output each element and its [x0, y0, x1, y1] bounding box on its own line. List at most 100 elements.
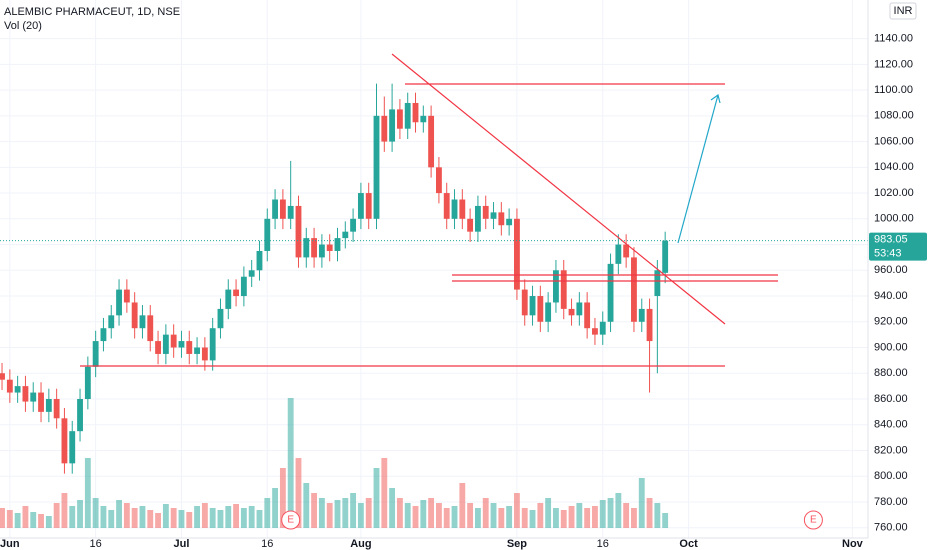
candle-body	[381, 115, 388, 142]
candle-body	[459, 199, 466, 219]
y-tick-label: 780.00	[874, 496, 908, 508]
candle-body	[240, 276, 247, 297]
volume-bar	[498, 508, 505, 528]
drawings	[80, 53, 778, 367]
volume-bar	[53, 503, 60, 528]
volume-bar	[201, 503, 208, 528]
volume-bar	[123, 503, 130, 528]
volume-bar	[84, 458, 91, 528]
candle-body	[186, 341, 193, 354]
volume-bar	[514, 493, 520, 528]
volume-bar	[30, 512, 37, 528]
candle-body	[22, 386, 29, 402]
volume-bar	[654, 503, 661, 528]
volume-bar	[131, 508, 138, 528]
candle-body	[209, 328, 216, 361]
candle-body	[342, 231, 349, 239]
candle-body	[256, 250, 263, 271]
volume-bar	[482, 498, 489, 528]
candle-body	[295, 205, 302, 258]
volume-bar	[139, 506, 146, 528]
volume-bar	[45, 516, 52, 528]
y-tick-label: 800.00	[874, 470, 908, 482]
subtitle: Vol (20)	[4, 20, 42, 32]
volume-bar	[162, 504, 169, 528]
volume-bar	[584, 508, 591, 528]
x-tick-label: Jun	[0, 538, 20, 550]
volume-bar	[248, 506, 255, 528]
last-price-box	[869, 232, 927, 261]
currency-button[interactable]	[889, 2, 917, 20]
candle-body	[217, 308, 224, 329]
currency[interactable]: INR	[894, 5, 913, 17]
candle-body	[638, 308, 645, 322]
candle-body	[560, 270, 567, 309]
candle-body	[162, 334, 169, 354]
y-tick-label: 900.00	[874, 341, 908, 353]
candle-body	[334, 238, 341, 251]
volume-bar	[303, 483, 310, 528]
volume-bar	[435, 503, 442, 528]
volume-bar	[381, 458, 388, 528]
x-tick-label: Jul	[174, 538, 190, 550]
volume-bar	[631, 508, 637, 528]
volume-bar	[61, 493, 68, 528]
candle-body	[170, 334, 177, 348]
candle-body	[568, 308, 575, 316]
candle-body	[646, 308, 653, 342]
candle-body	[576, 302, 583, 316]
candle-body	[599, 321, 606, 335]
volume-bar	[186, 512, 193, 528]
y-tick-label: 1140.00	[874, 33, 913, 45]
candle-body	[318, 244, 325, 258]
candle-body	[201, 347, 208, 361]
candle-body	[506, 218, 513, 226]
y-tick-label: 880.00	[874, 367, 908, 379]
candle-body	[311, 238, 318, 258]
candle-body	[100, 328, 107, 342]
earnings-label: E	[810, 515, 817, 526]
candle-body	[490, 212, 497, 219]
y-tick-label: 1080.00	[874, 110, 914, 122]
volume-bar	[404, 503, 411, 528]
candle-body	[350, 218, 357, 232]
x-tick-label: 16	[597, 538, 609, 550]
earnings-marker	[281, 510, 301, 530]
volume-bar	[147, 510, 154, 528]
volume-bar	[357, 503, 364, 528]
candle-body	[30, 392, 37, 402]
volume-bar	[521, 508, 528, 528]
volume-bar	[474, 508, 481, 528]
candle-body	[467, 218, 474, 232]
candle-body	[553, 270, 559, 303]
candle-body	[6, 379, 13, 393]
axis-labels: 760.00 780.00 800.00 820.00 840.00 860.00 880.…	[0, 33, 914, 550]
volume-bar	[264, 498, 271, 528]
candle-body	[514, 218, 520, 290]
candle-body	[428, 115, 435, 168]
volume-bar	[365, 498, 372, 528]
candle-body	[623, 244, 630, 258]
trend-line	[391, 53, 726, 325]
volume-bar	[311, 493, 318, 528]
y-tick-label: 760.00	[874, 522, 908, 534]
volume-bar	[615, 493, 622, 528]
candle-body	[69, 431, 76, 464]
volume-bar	[287, 398, 294, 528]
candle-body	[607, 263, 614, 322]
countdown: 53:43	[874, 248, 902, 260]
candle-body	[233, 289, 240, 297]
volume-bar	[490, 503, 497, 528]
candle-body	[654, 270, 661, 297]
candle-body	[225, 289, 232, 309]
volume-bar	[272, 488, 279, 528]
candle-body	[0, 373, 5, 380]
volume-bar	[295, 458, 302, 528]
candle-body	[537, 296, 544, 322]
y-tick-label: 940.00	[874, 290, 908, 302]
candle-body	[108, 315, 115, 329]
candle-body	[139, 315, 146, 329]
volume-bar	[326, 503, 333, 528]
volume-bar	[14, 513, 21, 528]
